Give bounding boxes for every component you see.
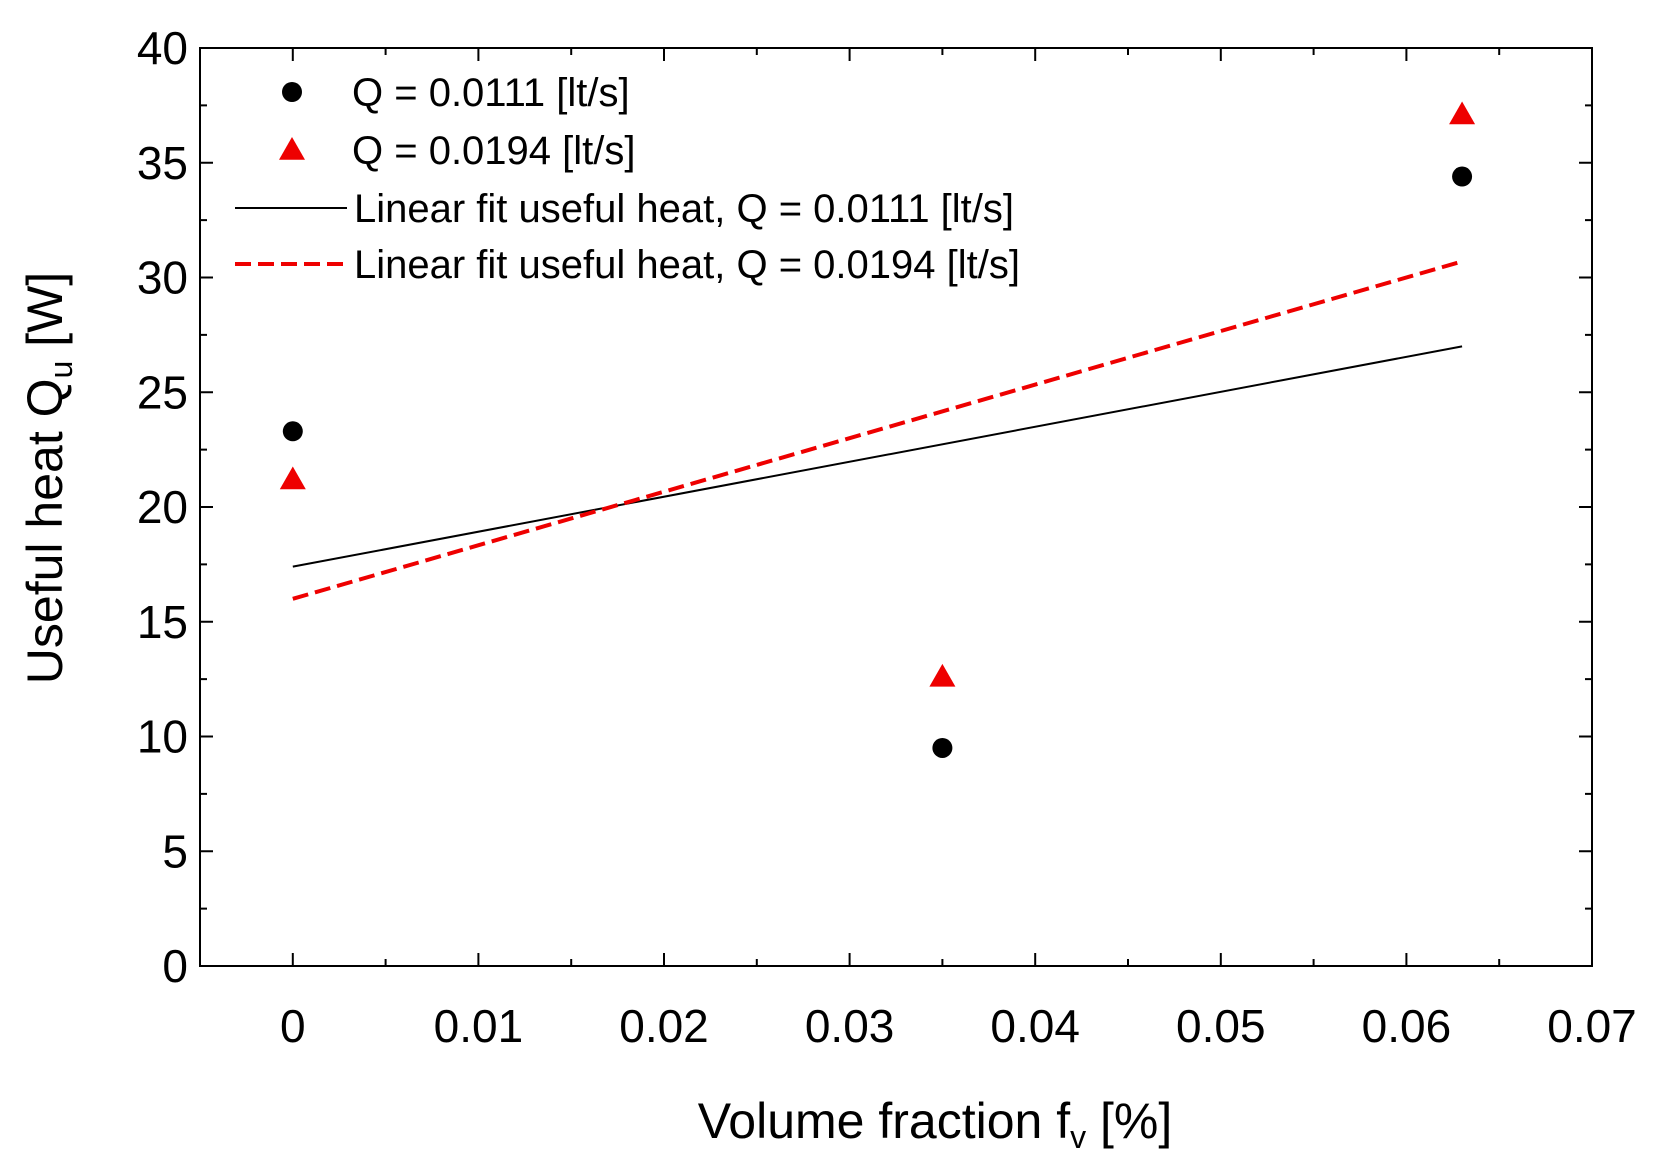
data-point-circle <box>932 737 953 758</box>
x-tick-label: 0.03 <box>805 1000 895 1052</box>
x-axis-title-subscript: v <box>1070 1119 1086 1155</box>
data-point-triangle <box>279 466 306 490</box>
data-point-circle <box>282 421 303 442</box>
data-point-circle <box>1452 166 1473 187</box>
plot-frame <box>199 47 1593 967</box>
legend-marker-triangle <box>279 137 305 160</box>
legend-label: Linear fit useful heat, Q = 0.0194 [lt/s… <box>354 243 1020 287</box>
y-axis-title: Useful heat Qu [W] <box>17 272 79 684</box>
legend-label: Q = 0.0194 [lt/s] <box>352 129 636 173</box>
x-tick-label: 0.02 <box>619 1000 709 1052</box>
legend: Q = 0.0111 [lt/s] Q = 0.0194 [lt/s] Linear… <box>235 71 1020 287</box>
y-tick-label: 20 <box>137 481 188 533</box>
x-tick-label: 0.01 <box>434 1000 524 1052</box>
data-series <box>279 101 1476 758</box>
legend-label: Q = 0.0111 [lt/s] <box>352 71 630 115</box>
y-tick-label: 0 <box>162 940 188 992</box>
y-tick-label: 10 <box>137 711 188 763</box>
data-point-triangle <box>929 663 956 687</box>
y-tick-label: 25 <box>137 366 188 418</box>
legend-marker-circle <box>282 82 302 102</box>
fit-line-solid <box>292 345 1463 568</box>
y-tick-label: 40 <box>137 22 188 74</box>
y-tick-label: 35 <box>137 137 188 189</box>
x-tick-label: 0.05 <box>1176 1000 1266 1052</box>
x-tick-label: 0.04 <box>990 1000 1080 1052</box>
x-axis-title-suffix: [%] <box>1086 1093 1172 1149</box>
data-point-triangle <box>1449 101 1476 125</box>
y-tick-label: 15 <box>137 596 188 648</box>
legend-label: Linear fit useful heat, Q = 0.0111 [lt/s… <box>354 187 1014 231</box>
x-tick-label: 0.07 <box>1547 1000 1637 1052</box>
x-axis-title-main: Volume fraction f <box>698 1093 1071 1149</box>
y-tick-label: 5 <box>162 825 188 877</box>
fit-line-dashed <box>292 259 1463 601</box>
y-axis-title-subscript: u <box>43 361 79 379</box>
x-axis-title: Volume fraction fv [%] <box>698 1093 1173 1155</box>
axis-ticks <box>200 47 1593 967</box>
x-tick-label: 0 <box>280 1000 306 1052</box>
axis-tick-labels: 0 0.01 0.02 0.03 0.04 0.05 0.06 0.07 0 5 10 15 20 25 3… <box>137 22 1637 1052</box>
y-axis-title-main: Useful heat Q <box>17 378 73 684</box>
y-axis-title-suffix: [W] <box>17 272 73 361</box>
plot-area <box>199 47 1593 967</box>
x-tick-label: 0.06 <box>1362 1000 1452 1052</box>
y-tick-label: 30 <box>137 252 188 304</box>
